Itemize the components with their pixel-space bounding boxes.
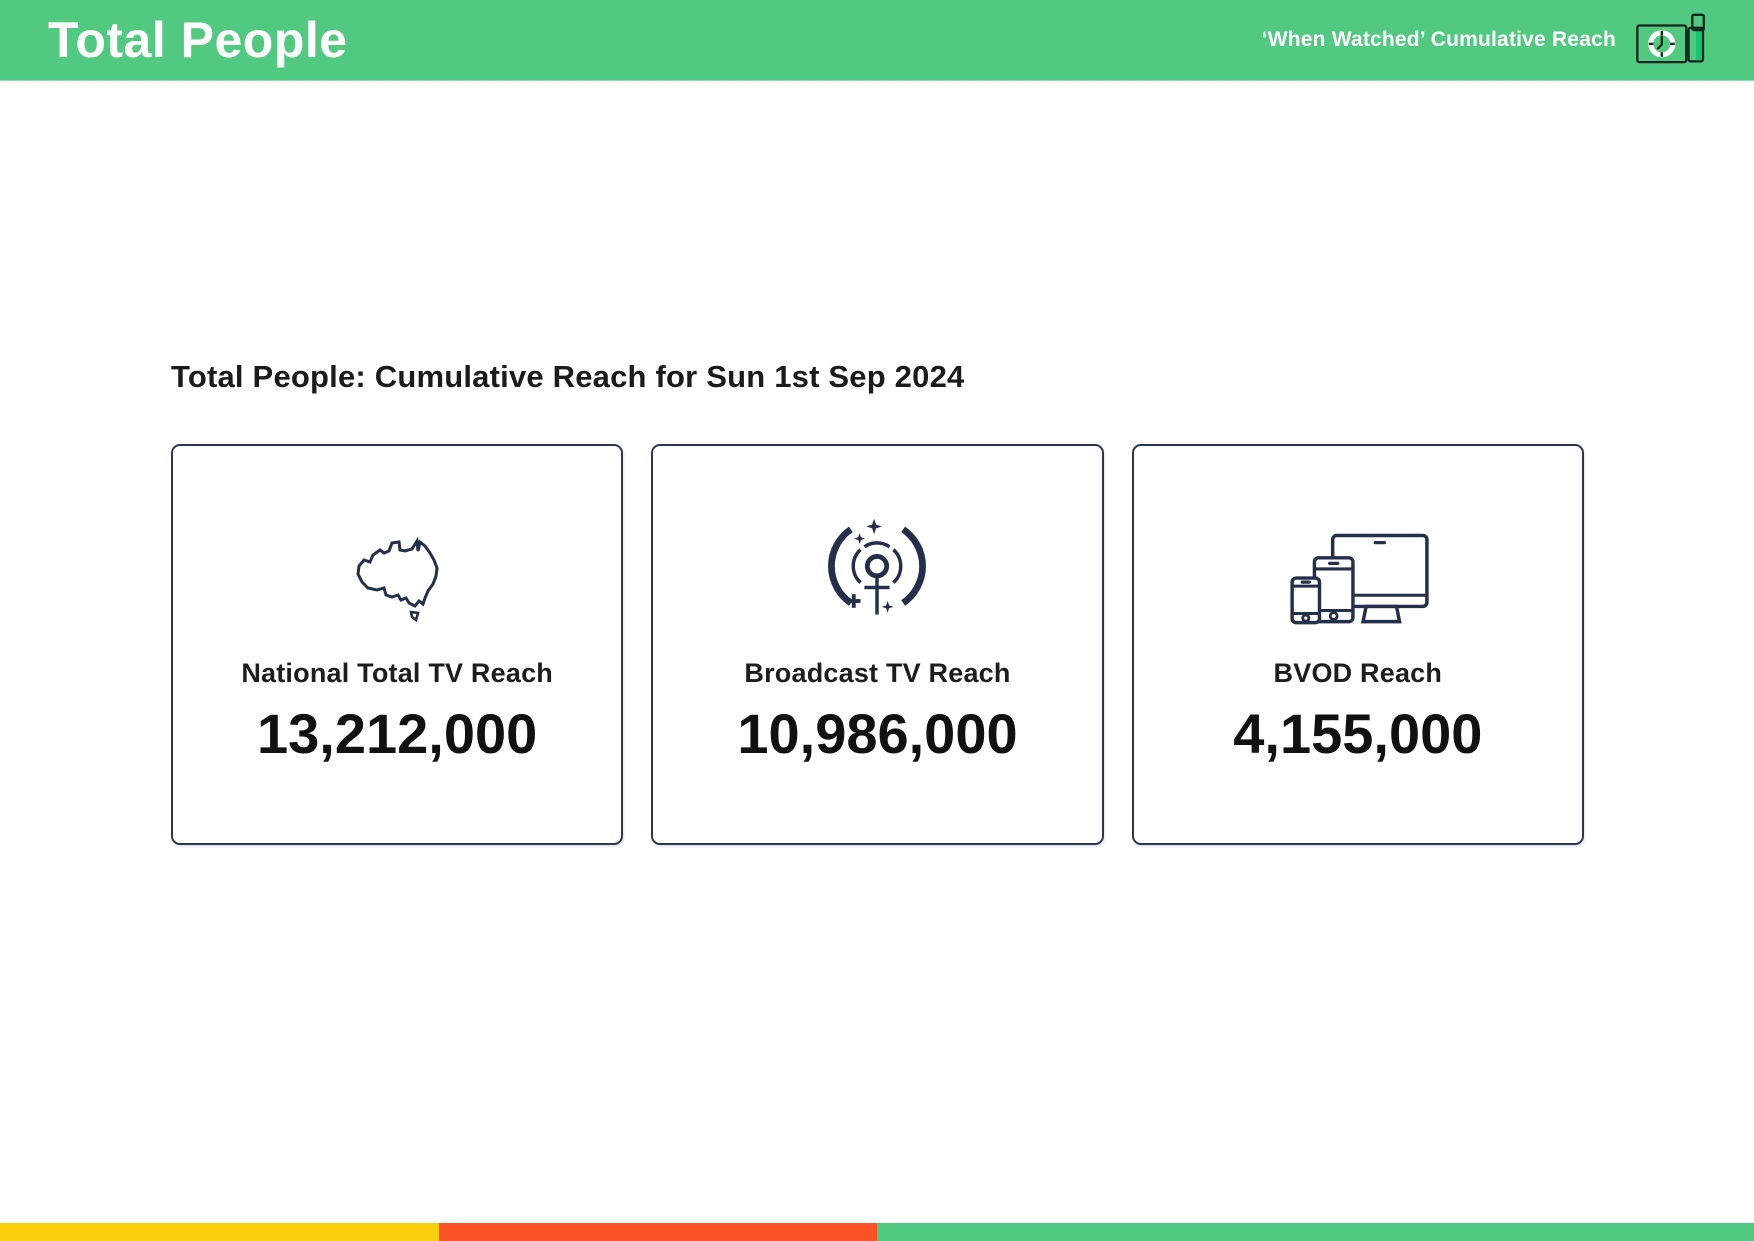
footer-bar-segment-green xyxy=(877,1223,1754,1241)
kpi-cards-row: National Total TV Reach 13,212,000 xyxy=(171,444,1584,845)
kpi-card-bvod: BVOD Reach 4,155,000 xyxy=(1131,444,1584,845)
section-heading: Total People: Cumulative Reach for Sun 1… xyxy=(171,358,965,394)
kpi-value: 4,155,000 xyxy=(1233,702,1483,765)
broadcast-antenna-icon xyxy=(814,510,940,632)
kpi-label: Broadcast TV Reach xyxy=(744,658,1011,688)
page-title: Total People xyxy=(48,11,348,68)
devices-icon xyxy=(1282,510,1434,632)
kpi-card-national-total-tv: National Total TV Reach 13,212,000 xyxy=(171,444,624,845)
kpi-card-broadcast-tv: Broadcast TV Reach 10,986,000 xyxy=(651,444,1104,845)
kpi-value: 13,212,000 xyxy=(257,702,538,765)
kpi-label: National Total TV Reach xyxy=(241,658,553,688)
australia-map-icon xyxy=(337,510,457,632)
app-header: Total People ‘When Watched’ Cumulative R… xyxy=(0,0,1754,81)
report-subtitle: ‘When Watched’ Cumulative Reach xyxy=(1261,28,1616,51)
footer-color-bar xyxy=(0,1223,1754,1241)
tv-clock-device-icon xyxy=(1636,13,1705,64)
footer-bar-segment-red xyxy=(438,1223,877,1241)
kpi-value: 10,986,000 xyxy=(737,702,1018,765)
kpi-label: BVOD Reach xyxy=(1273,658,1443,688)
footer-bar-segment-yellow xyxy=(0,1223,439,1241)
header-right-group: ‘When Watched’ Cumulative Reach xyxy=(1262,6,1716,74)
